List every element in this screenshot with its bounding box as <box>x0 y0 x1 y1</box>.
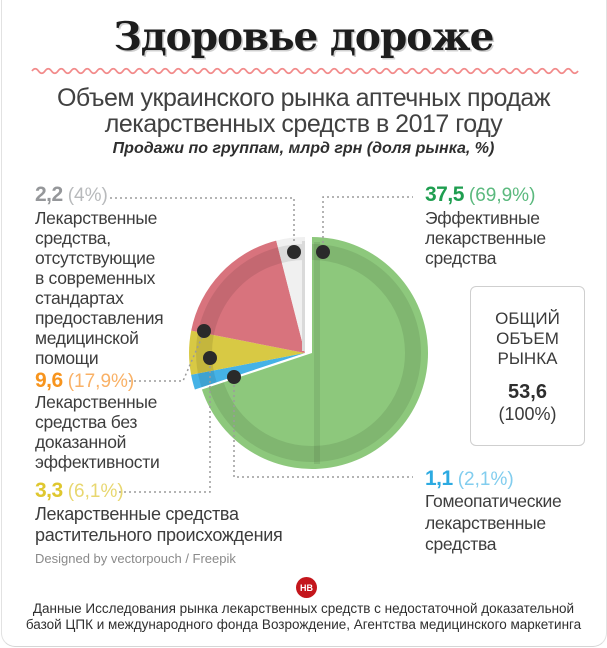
pie-rim-shade-main <box>196 244 305 390</box>
homeopathic-value: 1,1 <box>425 467 453 490</box>
total-value: 53,6 <box>508 381 547 403</box>
chart-title-line1: Объем украинского рынка аптечных продаж <box>56 84 551 112</box>
label-herbal-text: Лекарственные средства растительного про… <box>35 504 283 545</box>
label-outdated-value: 2,2 (4%) <box>35 183 108 207</box>
label-unproven-text: Лекарственные средства без доказанной эф… <box>35 392 160 472</box>
leader-unproven <box>129 336 203 382</box>
unproven-value: 9,6 <box>35 369 63 392</box>
effective-value: 37,5 <box>425 183 464 206</box>
unproven-pct: (17,9%) <box>67 371 135 392</box>
pie-slice-outdated <box>276 236 305 353</box>
label-effective-value: 37,5 (69,9%) <box>425 183 535 207</box>
outdated-value: 2,2 <box>35 183 63 206</box>
leader-outdated <box>110 197 295 243</box>
source-note: Данные Исследования рынка лекарственных … <box>0 601 607 632</box>
pie-slice-effective <box>201 237 429 469</box>
chart-title-line2: лекарственных средств в 2017 году <box>104 110 503 138</box>
leader-effective <box>322 196 413 243</box>
designed-by-credit: Designed by vectorpouch / Freepik <box>35 551 236 566</box>
pie-slice-unproven <box>191 240 305 353</box>
herbal-value: 3,3 <box>35 479 63 502</box>
label-homeopathic-text: Гомеопатические лекарственные средства <box>425 491 562 554</box>
total-box-title: ОБЩИЙ ОБЪЕМ РЫНКА <box>495 309 560 368</box>
wavy-divider <box>31 67 579 75</box>
label-outdated-text: Лекарственные средства, отсутствующие в … <box>35 208 164 368</box>
nv-logo: НВ <box>296 577 317 598</box>
effective-pct: (69,9%) <box>468 185 536 206</box>
homeopathic-pct: (2,1%) <box>457 469 514 490</box>
chart-units-note: Продажи по группам, млрд грн (доля рынка… <box>112 140 495 157</box>
total-pct: (100%) <box>498 404 557 424</box>
leader-homeopathic <box>233 385 413 478</box>
dot-outdated <box>287 245 301 259</box>
label-unproven-value: 9,6 (17,9%) <box>35 369 134 393</box>
total-market-box: ОБЩИЙ ОБЪЕМ РЫНКА 53,6 (100%) <box>470 286 585 446</box>
herbal-pct: (6,1%) <box>67 481 124 502</box>
pie-slice-herbal <box>189 330 305 375</box>
dot-unproven <box>197 324 211 338</box>
label-herbal-value: 3,3 (6,1%) <box>35 479 124 503</box>
leader-herbal <box>118 366 211 493</box>
outdated-pct: (4%) <box>67 185 108 206</box>
dot-herbal <box>203 351 217 365</box>
source-note-line1: Данные Исследования рынка лекарственных … <box>32 601 575 616</box>
dot-homeopathic <box>227 370 241 384</box>
dot-effective <box>316 245 330 259</box>
page-title: Здоровье дороже <box>113 14 495 60</box>
source-note-line2: базой ЦПК и международного фонда Возрожд… <box>25 616 582 632</box>
pie-slice-homeopathic <box>191 353 305 390</box>
label-effective-text: Эффективные лекарственные средства <box>425 208 546 268</box>
label-homeopathic-value: 1,1 (2,1%) <box>425 467 514 491</box>
